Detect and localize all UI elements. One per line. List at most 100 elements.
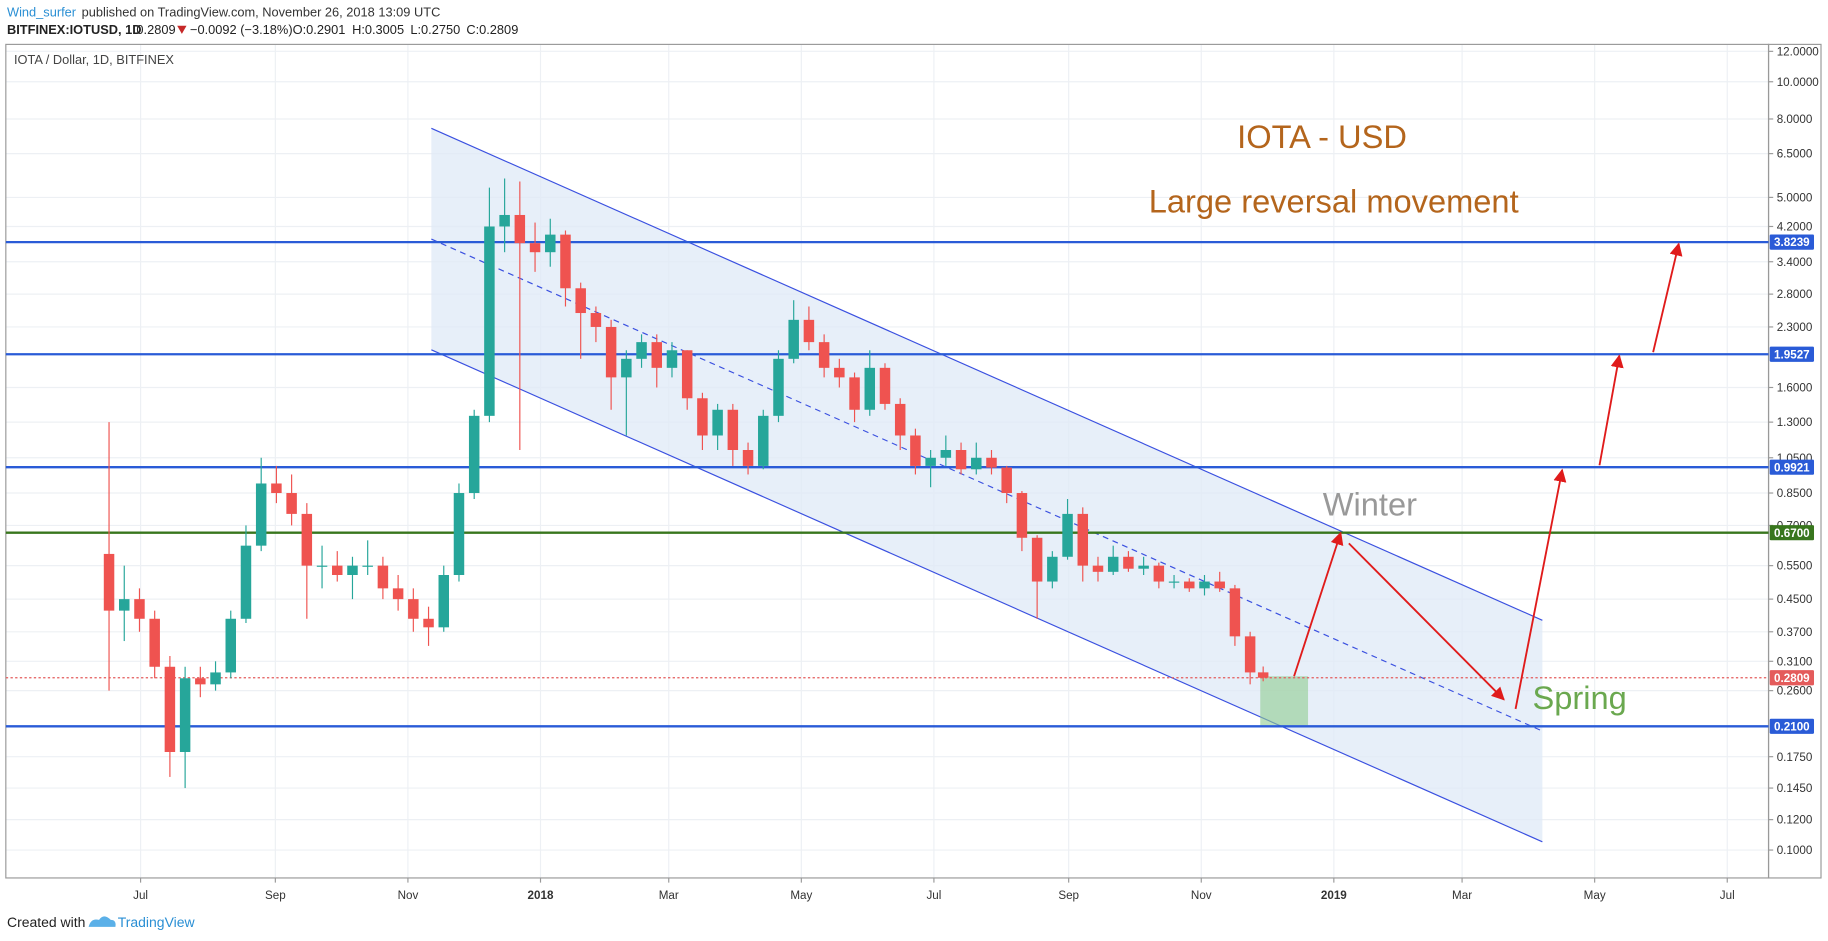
channel-mid	[431, 238, 1543, 732]
x-tick-label: Jul	[1720, 889, 1735, 902]
x-tick-label: Nov	[1191, 889, 1212, 902]
level-label-box	[1769, 459, 1815, 475]
candle-body	[408, 599, 419, 619]
level-label-box	[1769, 346, 1815, 362]
candle-body	[119, 599, 130, 611]
last-price: 0.2809	[136, 22, 175, 37]
level-label: 1.9527	[1774, 348, 1810, 361]
chart-title: IOTA / Dollar, 1D, BITFINEX	[14, 52, 174, 67]
candle-body	[316, 565, 328, 567]
level-label: 3.8239	[1774, 236, 1810, 249]
open: O:0.2901	[293, 22, 346, 37]
x-tick-label: Jul	[926, 889, 941, 902]
candle-body	[1199, 581, 1210, 589]
candle-body	[499, 214, 510, 227]
candle-body	[1123, 556, 1134, 569]
candle-body	[1001, 467, 1012, 494]
candle-body	[179, 678, 191, 752]
y-tick-label: 12.0000	[1777, 45, 1820, 58]
candle-body	[423, 618, 434, 628]
x-tick-label: 2018	[528, 889, 554, 902]
candle-body	[195, 678, 206, 685]
candle-body	[910, 435, 921, 466]
candle-body	[347, 565, 358, 576]
candle-body	[742, 450, 754, 466]
x-tick-label: Mar	[659, 889, 679, 902]
y-tick-label: 0.3100	[1777, 655, 1813, 668]
channel-fill	[431, 128, 1543, 842]
candle-body	[940, 450, 952, 458]
candle-body	[1153, 565, 1165, 582]
y-tick-label: 1.6000	[1777, 382, 1813, 395]
candle-body	[514, 214, 526, 244]
candle-body	[697, 398, 708, 436]
candle-body	[605, 326, 617, 378]
candle-body	[1214, 581, 1225, 589]
candle-body	[971, 457, 982, 470]
candle-body	[1077, 513, 1089, 566]
symbol: BITFINEX:IOTUSD, 1D	[7, 22, 142, 37]
candle-body	[164, 666, 176, 752]
y-tick-label: 6.5000	[1777, 148, 1813, 161]
candle-body	[225, 618, 237, 673]
y-tick-label: 8.0000	[1777, 113, 1813, 126]
candle-body	[271, 483, 282, 494]
y-tick-label: 2.3000	[1777, 321, 1813, 334]
candle-body	[286, 493, 297, 514]
candle-body	[849, 377, 860, 410]
candle-body	[834, 367, 845, 378]
candle-body	[727, 409, 739, 451]
candle-body	[1107, 556, 1119, 572]
annotation: IOTA - USD	[1237, 118, 1407, 155]
y-tick-label: 0.1000	[1777, 844, 1813, 857]
candle-body	[545, 234, 556, 253]
candle-body	[149, 618, 160, 667]
levels	[5, 240, 1769, 728]
candle-body	[529, 243, 541, 253]
level-label-box	[1769, 718, 1815, 734]
candle-body	[1244, 636, 1256, 673]
candle-body	[1031, 537, 1043, 582]
zone	[1260, 676, 1309, 726]
footer-text: Created with	[7, 914, 85, 930]
level-label: 0.6700	[1774, 527, 1810, 540]
y-tick-label: 0.5500	[1777, 560, 1813, 573]
candle-body	[758, 415, 769, 466]
close: C:0.2809	[466, 22, 518, 37]
candle-body	[392, 588, 404, 600]
y-tick-label: 5.0000	[1777, 191, 1813, 204]
candle-body	[636, 342, 647, 359]
candle-body	[377, 565, 389, 589]
arrows	[1293, 242, 1683, 710]
candle-body	[1016, 493, 1028, 538]
x-tick-label: 2019	[1321, 889, 1347, 902]
author[interactable]: Wind_surfer	[7, 4, 77, 19]
candle-body	[1092, 565, 1104, 572]
channel-upper	[431, 127, 1543, 621]
candle-body	[666, 350, 678, 368]
candle-body	[210, 672, 221, 685]
y-tick-label: 0.1750	[1777, 751, 1813, 764]
footer-brand[interactable]: TradingView	[118, 914, 196, 930]
candle-body	[484, 226, 495, 416]
x-tick-label: Nov	[398, 889, 419, 902]
candle-body	[712, 409, 723, 436]
candle-body	[1184, 581, 1195, 589]
y-tick-label: 1.3000	[1777, 416, 1813, 429]
candle-body	[955, 450, 967, 470]
x-tick-label: Jul	[133, 889, 148, 902]
candle-body	[681, 350, 693, 399]
y-tick-label: 0.2600	[1777, 685, 1813, 698]
candle-body	[560, 234, 571, 289]
annotation: Large reversal movement	[1149, 182, 1519, 219]
y-tick-label: 0.4500	[1777, 593, 1813, 606]
arrow	[1293, 531, 1344, 677]
change: −0.0092 (−3.18%)	[190, 22, 293, 37]
axes: 12.0000 10.0000 8.0000 6.5000 5.0000 4.2000 3.…	[133, 45, 1819, 902]
candle-body	[864, 367, 876, 410]
candle-body	[894, 403, 906, 436]
x-tick-label: Mar	[1452, 889, 1472, 902]
candle-body	[103, 553, 115, 611]
candle-body	[255, 483, 267, 546]
